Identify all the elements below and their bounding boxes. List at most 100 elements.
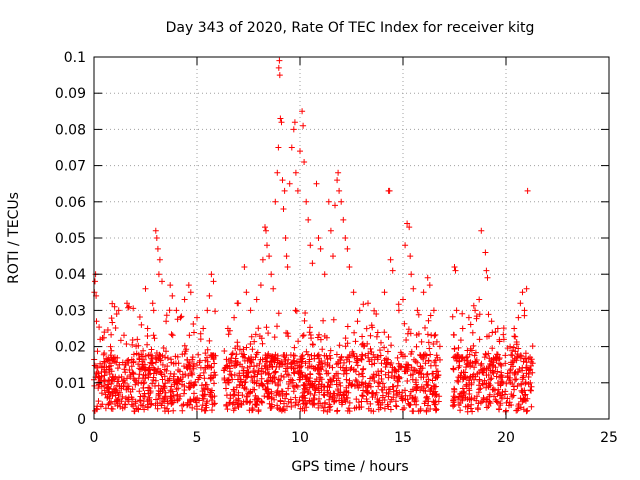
data-point: [407, 253, 414, 260]
data-point: [402, 368, 409, 375]
data-point: [145, 352, 152, 359]
data-point: [453, 357, 460, 364]
data-point: [500, 336, 507, 343]
data-point: [254, 371, 261, 378]
data-point: [101, 359, 108, 366]
data-point: [476, 296, 483, 303]
data-point: [153, 235, 160, 241]
data-point: [117, 337, 124, 344]
data-point: [520, 406, 527, 413]
data-point: [455, 402, 462, 408]
data-point: [147, 359, 154, 366]
data-point: [469, 329, 476, 336]
data-point: [359, 379, 365, 386]
data-point: [494, 391, 501, 398]
data-point: [429, 370, 436, 377]
data-point: [265, 330, 272, 337]
data-point: [395, 378, 401, 385]
data-point: [426, 282, 433, 289]
data-point: [375, 372, 382, 379]
data-point: [324, 356, 331, 363]
data-point: [172, 360, 179, 367]
data-point: [390, 394, 397, 401]
data-point: [113, 359, 120, 366]
data-point: [291, 370, 298, 377]
data-point: [195, 376, 202, 383]
data-point: [418, 338, 425, 345]
data-point: [389, 364, 396, 371]
y-tick-label: 0.09: [55, 86, 86, 102]
data-point: [111, 358, 118, 365]
data-point: [450, 397, 457, 404]
data-point: [482, 350, 489, 357]
data-point: [164, 363, 171, 370]
data-point: [411, 398, 418, 405]
data-point: [190, 321, 197, 327]
x-tick-label: 20: [497, 430, 515, 446]
data-point: [522, 350, 529, 357]
data-point: [454, 377, 461, 384]
data-point: [278, 119, 285, 126]
data-point: [470, 371, 477, 378]
x-tick-label: 0: [90, 430, 99, 446]
data-point: [119, 393, 126, 400]
data-point: [206, 337, 213, 344]
data-point: [400, 296, 406, 303]
data-point: [297, 363, 304, 370]
data-point: [507, 379, 514, 386]
data-point: [423, 394, 430, 401]
data-point: [179, 402, 185, 409]
data-point: [342, 235, 349, 241]
data-point: [430, 382, 437, 389]
data-point: [508, 391, 515, 398]
data-point: [211, 369, 218, 376]
data-point: [326, 363, 333, 369]
data-point: [157, 357, 164, 364]
data-point: [280, 206, 287, 212]
data-point: [389, 267, 396, 274]
data-point: [378, 368, 385, 375]
data-point: [477, 385, 484, 392]
data-point: [318, 381, 325, 388]
data-point: [104, 327, 111, 333]
data-point: [393, 403, 400, 410]
data-point: [401, 405, 408, 411]
data-point: [125, 357, 132, 363]
data-point: [141, 406, 148, 413]
data-point: [240, 367, 247, 374]
data-point: [374, 354, 381, 361]
data-point: [479, 398, 486, 405]
data-point: [235, 404, 242, 410]
data-point: [525, 374, 532, 380]
data-point: [243, 393, 250, 400]
data-point: [498, 362, 505, 369]
data-point: [327, 376, 333, 383]
data-point: [149, 300, 156, 307]
data-point: [367, 383, 374, 390]
data-point: [398, 393, 404, 400]
data-point: [104, 384, 111, 391]
y-tick-label: 0.02: [55, 340, 86, 356]
data-point: [177, 314, 184, 321]
data-point: [301, 407, 308, 414]
data-point: [259, 340, 266, 347]
data-point: [159, 278, 165, 285]
data-point: [518, 353, 525, 360]
data-point: [95, 374, 102, 381]
data-point: [97, 336, 104, 343]
data-point: [394, 390, 401, 397]
data-point: [344, 340, 351, 347]
data-point: [146, 397, 153, 404]
data-point: [433, 352, 440, 359]
data-point: [528, 358, 535, 365]
data-point: [245, 369, 252, 375]
data-point: [187, 398, 194, 405]
data-point: [370, 371, 377, 378]
data-point: [263, 386, 269, 393]
data-point: [252, 331, 259, 338]
data-point: [140, 398, 147, 405]
y-tick-label: 0.05: [55, 231, 86, 247]
data-point: [238, 401, 245, 408]
data-point: [153, 396, 159, 403]
